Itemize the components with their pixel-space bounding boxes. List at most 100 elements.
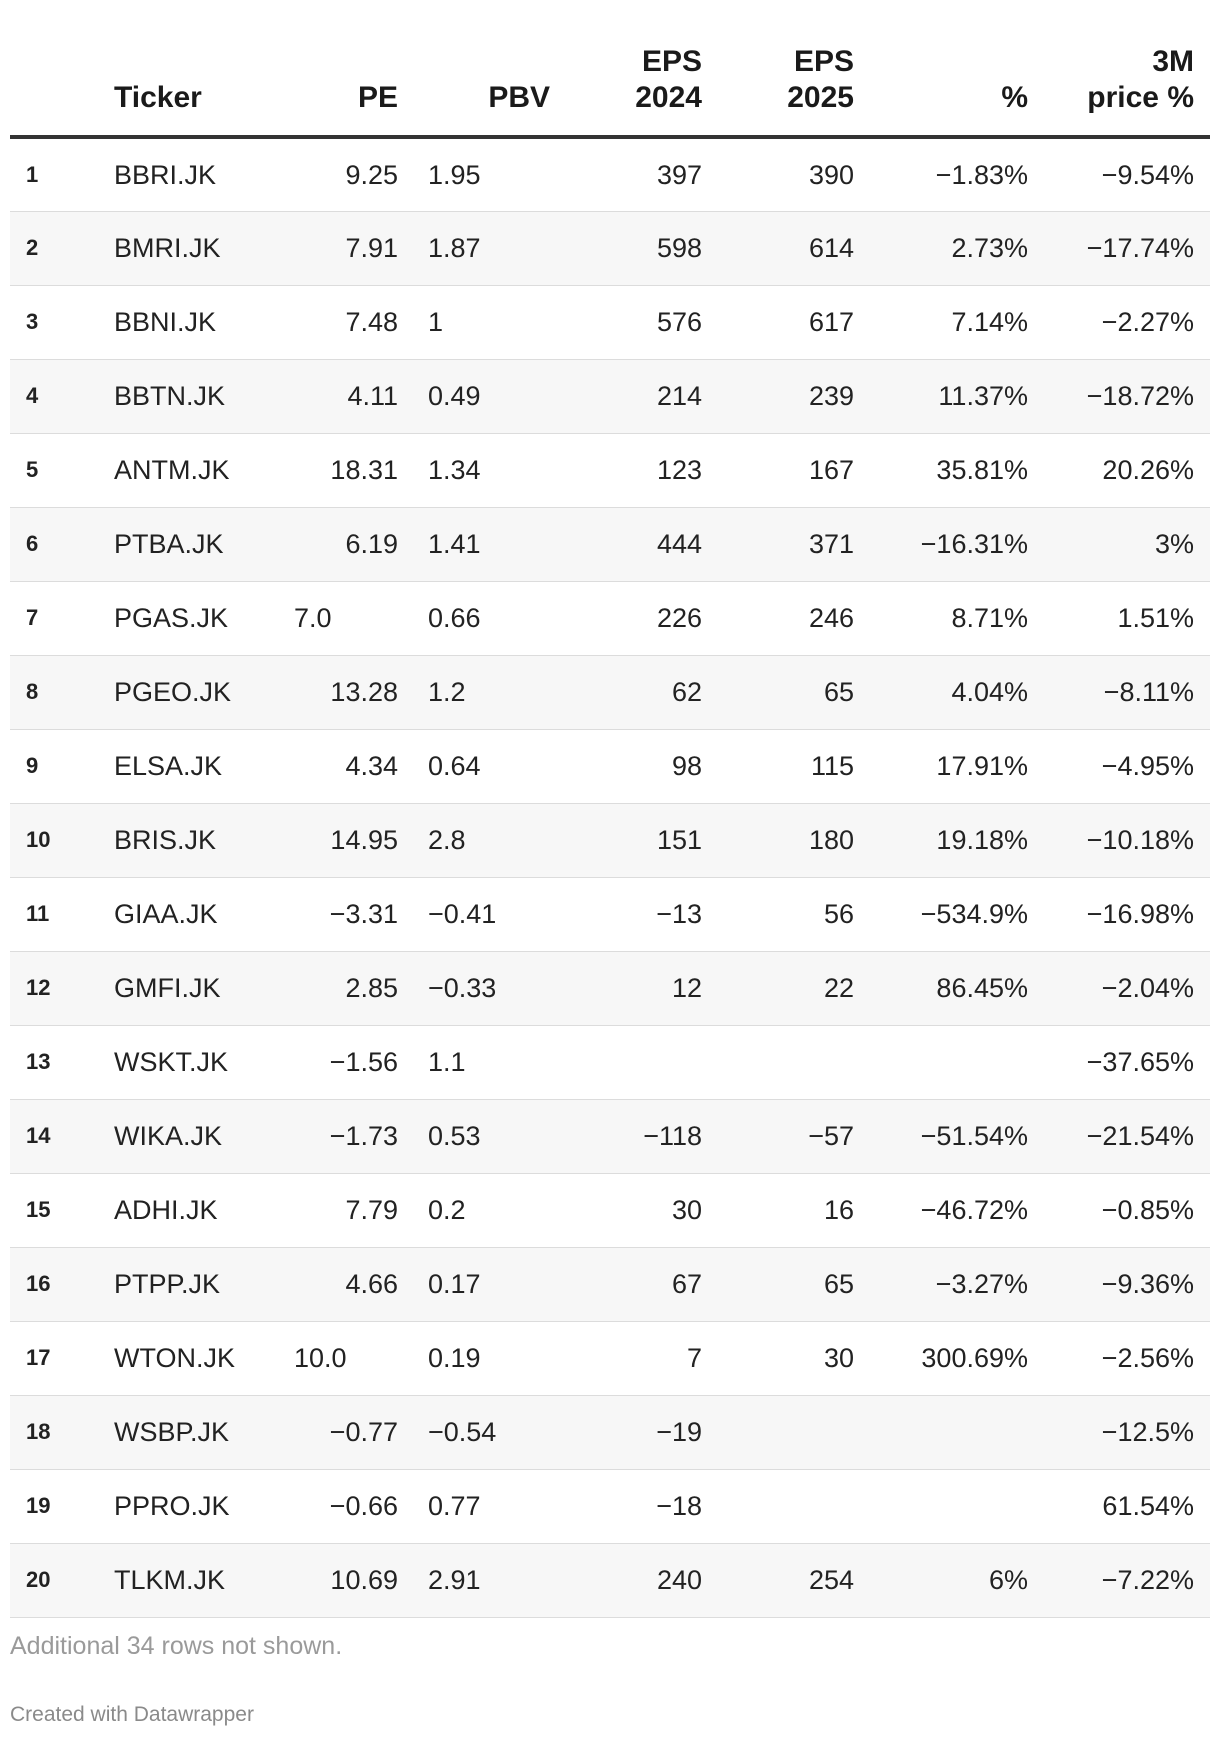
cell-pbv: −0.33 (398, 951, 550, 1026)
stock-table: Ticker PE PBV EPS 2024 EPS 2025 % 3M pri… (10, 0, 1210, 1618)
cell-pbv: 0.49 (398, 359, 550, 434)
table-row: 5 ANTM.JK 18.31 1.34 123 167 35.81% 20.26% (10, 433, 1210, 508)
cell-eps-2025: 254 (702, 1543, 854, 1618)
cell-pbv: 2.8 (398, 803, 550, 878)
table-row: 20 TLKM.JK 10.69 2.91 240 254 6% −7.22% (10, 1543, 1210, 1618)
cell-pbv: 0.66 (398, 581, 550, 656)
table-row: 19 PPRO.JK −0.66 0.77 −18 61.54% (10, 1469, 1210, 1544)
cell-pct: 2.73% (854, 211, 1028, 286)
cell-eps-2025: 390 (702, 137, 854, 212)
cell-ticker: PTPP.JK (104, 1247, 264, 1322)
cell-pe: 2.85 (264, 951, 398, 1026)
cell-pbv: 1.41 (398, 507, 550, 582)
cell-pe: −0.66 (264, 1469, 398, 1544)
header-rank[interactable] (10, 0, 104, 139)
cell-eps-2024: 12 (550, 951, 702, 1026)
cell-pct: −46.72% (854, 1173, 1028, 1248)
cell-eps-2025: 16 (702, 1173, 854, 1248)
cell-eps-2025: −57 (702, 1099, 854, 1174)
cell-ticker: WIKA.JK (104, 1099, 264, 1174)
cell-pbv: −0.54 (398, 1395, 550, 1470)
cell-pe: −3.31 (264, 877, 398, 952)
header-pct[interactable]: % (854, 0, 1028, 139)
cell-ticker: PGAS.JK (104, 581, 264, 656)
cell-pct: −534.9% (854, 877, 1028, 952)
cell-eps-2025: 614 (702, 211, 854, 286)
cell-eps-2024: 30 (550, 1173, 702, 1248)
table-row: 1 BBRI.JK 9.25 1.95 397 390 −1.83% −9.54% (10, 137, 1210, 212)
cell-rank: 11 (10, 877, 104, 952)
header-eps-2025[interactable]: EPS 2025 (702, 0, 854, 139)
cell-3m-price: 1.51% (1028, 581, 1210, 656)
cell-pct: 19.18% (854, 803, 1028, 878)
cell-ticker: PPRO.JK (104, 1469, 264, 1544)
cell-pct: −3.27% (854, 1247, 1028, 1322)
cell-eps-2024: −118 (550, 1099, 702, 1174)
cell-pbv: 1 (398, 285, 550, 360)
cell-eps-2024: 123 (550, 433, 702, 508)
header-eps-2025-line2: 2025 (787, 81, 854, 114)
cell-3m-price: −8.11% (1028, 655, 1210, 730)
header-3m-price[interactable]: 3M price % (1028, 0, 1210, 139)
cell-3m-price: −7.22% (1028, 1543, 1210, 1618)
cell-pbv: −0.41 (398, 877, 550, 952)
cell-eps-2024: 576 (550, 285, 702, 360)
cell-rank: 3 (10, 285, 104, 360)
cell-pe: 4.11 (264, 359, 398, 434)
cell-3m-price: −12.5% (1028, 1395, 1210, 1470)
datawrapper-credit[interactable]: Created with Datawrapper (10, 1703, 254, 1726)
cell-rank: 1 (10, 137, 104, 212)
cell-3m-price: −2.27% (1028, 285, 1210, 360)
cell-eps-2024: 98 (550, 729, 702, 804)
cell-eps-2024: 7 (550, 1321, 702, 1396)
cell-ticker: WSKT.JK (104, 1025, 264, 1100)
cell-pe: 18.31 (264, 433, 398, 508)
cell-rank: 4 (10, 359, 104, 434)
cell-pe: 9.25 (264, 137, 398, 212)
cell-pe: 13.28 (264, 655, 398, 730)
cell-ticker: GIAA.JK (104, 877, 264, 952)
cell-rank: 5 (10, 433, 104, 508)
header-eps-2024[interactable]: EPS 2024 (550, 0, 702, 139)
table-row: 10 BRIS.JK 14.95 2.8 151 180 19.18% −10.18% (10, 803, 1210, 878)
cell-eps-2025: 180 (702, 803, 854, 878)
cell-pe: 7.48 (264, 285, 398, 360)
cell-pbv: 0.53 (398, 1099, 550, 1174)
cell-ticker: ANTM.JK (104, 433, 264, 508)
cell-eps-2025: 65 (702, 655, 854, 730)
table-row: 6 PTBA.JK 6.19 1.41 444 371 −16.31% 3% (10, 507, 1210, 582)
cell-pbv: 0.64 (398, 729, 550, 804)
cell-rank: 8 (10, 655, 104, 730)
cell-rank: 7 (10, 581, 104, 656)
cell-eps-2025 (702, 1469, 854, 1544)
cell-eps-2025: 246 (702, 581, 854, 656)
table-header: Ticker PE PBV EPS 2024 EPS 2025 % 3M pri… (10, 0, 1210, 139)
cell-ticker: BBRI.JK (104, 137, 264, 212)
table-row: 11 GIAA.JK −3.31 −0.41 −13 56 −534.9% −16.98% (10, 877, 1210, 952)
cell-pct: 11.37% (854, 359, 1028, 434)
cell-eps-2024: 151 (550, 803, 702, 878)
cell-pe: −1.73 (264, 1099, 398, 1174)
cell-eps-2025: 22 (702, 951, 854, 1026)
header-row: Ticker PE PBV EPS 2024 EPS 2025 % 3M pri… (10, 0, 1210, 139)
cell-rank: 12 (10, 951, 104, 1026)
cell-rank: 9 (10, 729, 104, 804)
header-pe[interactable]: PE (264, 0, 398, 139)
cell-pbv: 2.91 (398, 1543, 550, 1618)
cell-3m-price: 3% (1028, 507, 1210, 582)
cell-eps-2024: 444 (550, 507, 702, 582)
cell-eps-2024: −18 (550, 1469, 702, 1544)
table-row: 4 BBTN.JK 4.11 0.49 214 239 11.37% −18.72% (10, 359, 1210, 434)
datawrapper-table-container: Ticker PE PBV EPS 2024 EPS 2025 % 3M pri… (10, 0, 1210, 1618)
table-row: 9 ELSA.JK 4.34 0.64 98 115 17.91% −4.95% (10, 729, 1210, 804)
cell-pbv: 0.17 (398, 1247, 550, 1322)
cell-pct (854, 1469, 1028, 1544)
cell-pe: 7.0 (264, 581, 398, 656)
cell-pbv: 0.19 (398, 1321, 550, 1396)
cell-ticker: ADHI.JK (104, 1173, 264, 1248)
table-row: 3 BBNI.JK 7.48 1 576 617 7.14% −2.27% (10, 285, 1210, 360)
cell-pbv: 1.34 (398, 433, 550, 508)
cell-rank: 15 (10, 1173, 104, 1248)
header-pbv[interactable]: PBV (398, 0, 550, 139)
header-ticker[interactable]: Ticker (104, 0, 264, 139)
